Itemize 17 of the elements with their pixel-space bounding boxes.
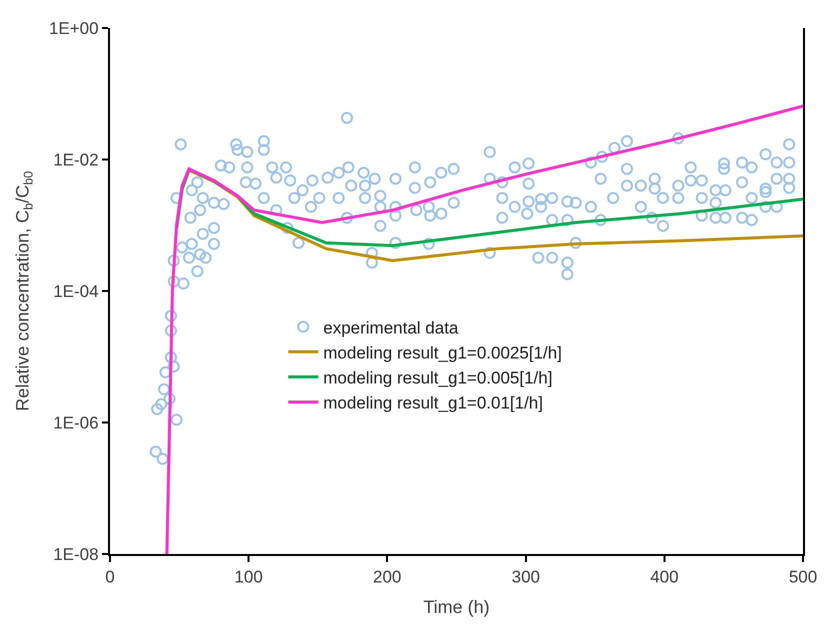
y-tick-label: 1E-06	[53, 413, 99, 432]
y-tick-label: 1E-04	[53, 282, 99, 301]
legend-label: modeling result_g1=0.0025[1/h]	[323, 343, 562, 362]
legend-label: experimental data	[323, 318, 459, 338]
legend-label: modeling result_g1=0.005[1/h]	[323, 368, 552, 388]
y-tick-label: 1E-02	[53, 150, 99, 170]
x-axis-title: Time (h)	[423, 597, 490, 617]
x-tick-label: 200	[373, 567, 402, 586]
y-tick-label: 1E-08	[53, 544, 99, 564]
x-tick-label: 300	[512, 567, 540, 586]
y-tick-label: 1E+00	[48, 18, 99, 38]
x-tick-label: 0	[105, 567, 115, 586]
x-tick-label: 500	[788, 567, 818, 586]
x-tick-label: 400	[650, 567, 679, 586]
line-series	[165, 104, 803, 554]
legend-label: modeling result_g1=0.01[1/h]	[323, 394, 543, 413]
x-tick-label: 100	[234, 567, 263, 586]
